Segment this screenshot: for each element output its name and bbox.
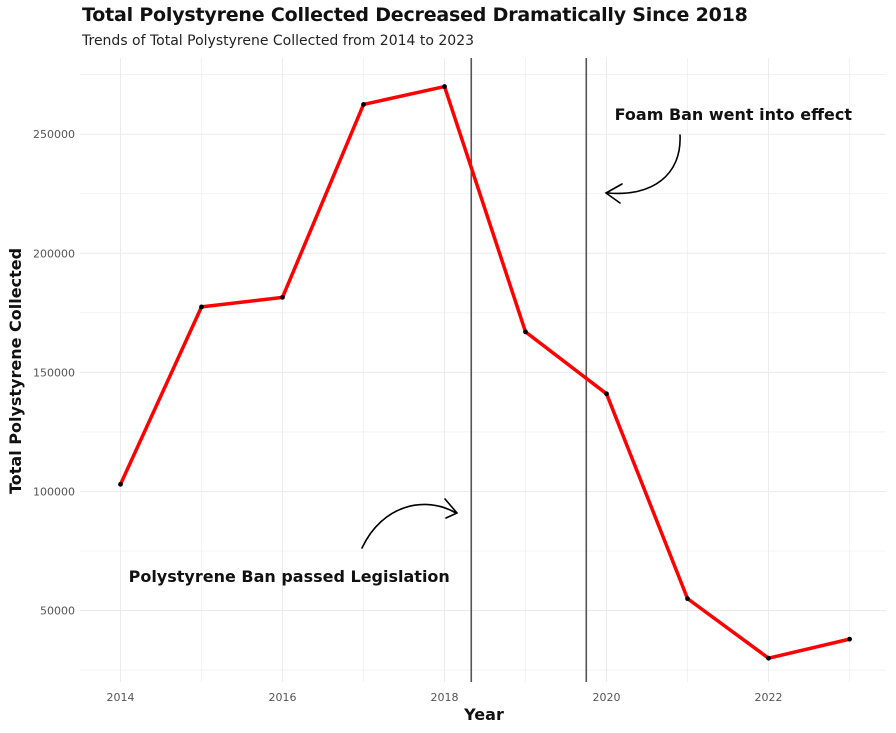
arrow-to-legislation-line (361, 498, 459, 549)
y-tick-label: 250000 (33, 128, 75, 141)
y-axis-title: Total Polystyrene Collected (6, 248, 25, 494)
data-point (604, 391, 609, 397)
data-point (118, 481, 123, 487)
axis-ticks: 2014 2016 2018 2020 2022 50000 100000 150000 200… (33, 128, 783, 704)
data-point (442, 84, 447, 89)
data-point (523, 329, 528, 335)
annotation-polystyrene-ban: Polystyrene Ban passed Legislation (129, 567, 450, 586)
arrow-to-effect-line (604, 134, 681, 204)
x-tick-label: 2014 (107, 691, 135, 704)
data-point (685, 596, 690, 602)
annotations: Polystyrene Ban passed Legislation Foam … (129, 105, 853, 586)
data-point (199, 304, 204, 310)
chart-title: Total Polystyrene Collected Decreased Dr… (82, 4, 748, 26)
x-tick-label: 2022 (755, 691, 783, 704)
grid-lines (80, 58, 886, 682)
x-tick-label: 2018 (431, 691, 459, 704)
y-tick-label: 200000 (33, 247, 75, 260)
x-tick-label: 2016 (269, 691, 297, 704)
y-tick-label: 100000 (33, 485, 75, 498)
data-series (118, 84, 852, 661)
y-tick-label: 150000 (33, 366, 75, 379)
data-point (847, 636, 852, 642)
x-tick-label: 2020 (593, 691, 621, 704)
annotation-foam-ban: Foam Ban went into effect (615, 105, 853, 124)
reference-lines (470, 58, 588, 682)
chart-subtitle: Trends of Total Polystyrene Collected fr… (82, 33, 475, 49)
data-point (361, 102, 366, 107)
series-line (118, 84, 852, 660)
y-tick-label: 50000 (40, 605, 75, 618)
data-point (766, 655, 771, 661)
data-point (280, 294, 285, 300)
x-axis-title: Year (463, 705, 504, 724)
